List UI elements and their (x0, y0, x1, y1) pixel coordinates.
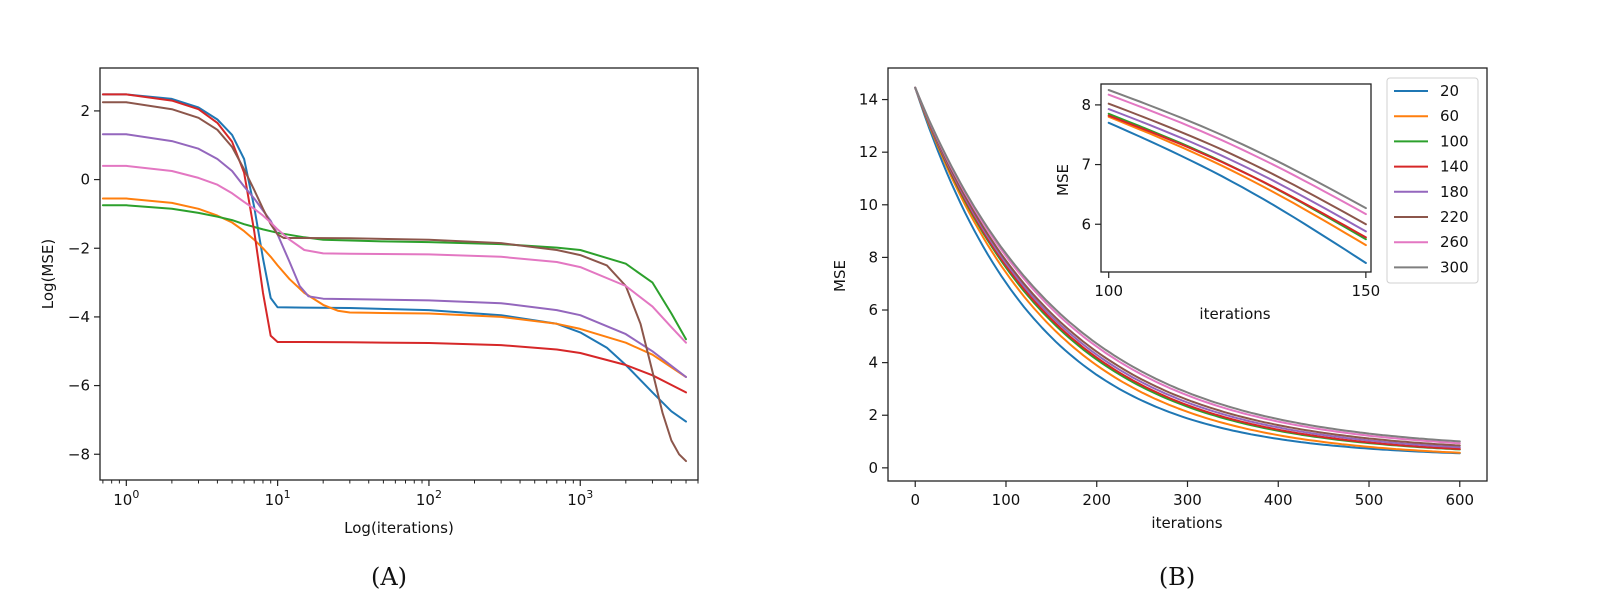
x-tick-label: 500 (1355, 491, 1384, 509)
inset-y-tick-label: 7 (1081, 156, 1091, 174)
series-line-140 (914, 86, 1461, 450)
x-tick-label: 600 (1445, 491, 1474, 509)
y-tick-label: 14 (859, 91, 878, 109)
series-line-60 (101, 197, 687, 378)
inset-background (1101, 84, 1371, 272)
legend-label: 260 (1440, 233, 1469, 251)
legend-item-300: 300 (1394, 258, 1469, 276)
chart-b-x-label: iterations (1151, 514, 1222, 532)
y-tick-label: 0 (80, 171, 90, 189)
x-tick-label: 400 (1264, 491, 1293, 509)
inset-line-140 (1107, 114, 1367, 239)
series-line-180 (101, 133, 687, 378)
y-tick-label: 4 (868, 354, 878, 372)
legend-item-20: 20 (1394, 82, 1459, 100)
y-tick-label: 8 (868, 248, 878, 266)
series-line-140 (101, 93, 687, 394)
y-tick-label: 10 (859, 196, 878, 214)
inset-line-60 (1107, 115, 1367, 247)
series-line-300 (914, 86, 1461, 443)
panel-label-a: (A) (371, 563, 407, 591)
legend-label: 140 (1440, 158, 1469, 176)
legend-label: 220 (1440, 208, 1469, 226)
inset-line-300 (1107, 89, 1367, 210)
chart-a-frame (99, 67, 699, 481)
legend-item-220: 220 (1394, 208, 1469, 226)
chart-a-x-label: Log(iterations) (344, 519, 454, 537)
inset-line-220 (1107, 102, 1367, 226)
inset-line-180 (1107, 108, 1367, 233)
inset-x-axis: 100 150 (1094, 272, 1380, 300)
legend-label: 180 (1440, 183, 1469, 201)
inset-line-260 (1107, 93, 1367, 216)
y-tick-label: 2 (80, 102, 90, 120)
chart-b-legend: 20 60 100 140 180 220 260 300 (1386, 77, 1479, 284)
chart-b-y-label: MSE (831, 260, 849, 292)
y-tick-label: 2 (868, 406, 878, 424)
legend-box (1386, 77, 1479, 284)
inset-x-tick-label: 100 (1094, 282, 1123, 300)
legend-item-140: 140 (1394, 158, 1469, 176)
chart-a-x-axis: 100 101 102 103 (102, 480, 699, 509)
series-line-220 (914, 86, 1461, 447)
y-tick-label: 6 (868, 301, 878, 319)
inset-x-label: iterations (1199, 305, 1270, 323)
series-line-60 (914, 86, 1461, 454)
inset-line-20 (1107, 121, 1367, 264)
chart-b: 0 100 200 300 400 500 600 0 2 4 6 8 10 12 14 iteratio… (831, 67, 1488, 591)
x-tick-label: 100 (113, 488, 139, 509)
inset-y-axis: 6 7 8 (1081, 96, 1101, 233)
y-tick-label: −6 (68, 377, 90, 395)
x-tick-label: 0 (910, 491, 920, 509)
inset-y-label: MSE (1054, 164, 1072, 196)
y-tick-label: 0 (868, 459, 878, 477)
legend-label: 20 (1440, 82, 1459, 100)
series-line-20 (914, 86, 1461, 455)
series-line-220 (101, 101, 687, 463)
chart-a: 100 101 102 103 20−2−4−6−8 Log(iterations) … (39, 67, 699, 591)
series-line-100 (101, 204, 687, 341)
legend-item-260: 260 (1394, 233, 1469, 251)
x-tick-label: 103 (567, 488, 593, 509)
chart-a-series (101, 93, 687, 463)
series-line-260 (914, 86, 1461, 445)
inset-y-tick-label: 6 (1081, 215, 1091, 233)
series-line-20 (101, 93, 687, 423)
x-tick-label: 101 (265, 488, 291, 509)
series-line-260 (101, 164, 687, 344)
legend-label: 300 (1440, 258, 1469, 276)
x-tick-label: 300 (1173, 491, 1202, 509)
legend-label: 60 (1440, 107, 1459, 125)
x-tick-label: 200 (1082, 491, 1111, 509)
chart-b-y-axis: 0 2 4 6 8 10 12 14 (859, 91, 888, 477)
y-tick-label: −2 (68, 239, 90, 257)
y-tick-label: 12 (859, 143, 878, 161)
inset-series (1107, 89, 1367, 264)
legend-label: 100 (1440, 132, 1469, 150)
y-tick-label: −8 (68, 445, 90, 463)
legend-item-180: 180 (1394, 183, 1469, 201)
legend-item-100: 100 (1394, 132, 1469, 150)
chart-a-y-axis: 2 0 −2 −4 −6 −8 (68, 102, 100, 463)
y-tick-label: −4 (68, 308, 90, 326)
panel-label-b: (B) (1159, 563, 1195, 591)
inset-y-tick-label: 8 (1081, 96, 1091, 114)
series-line-180 (914, 86, 1461, 449)
chart-a-y-label: Log(MSE) (39, 239, 57, 309)
chart-b-x-axis: 0 100 200 300 400 500 600 (910, 481, 1474, 509)
inset-x-tick-label: 150 (1352, 282, 1381, 300)
inset-frame (1100, 83, 1372, 273)
chart-b-series (914, 86, 1461, 455)
legend-item-60: 60 (1394, 107, 1459, 125)
x-tick-label: 102 (416, 488, 442, 509)
chart-b-inset: 100 150 6 7 8 iterations MSE (1054, 83, 1380, 323)
x-tick-label: 100 (992, 491, 1021, 509)
